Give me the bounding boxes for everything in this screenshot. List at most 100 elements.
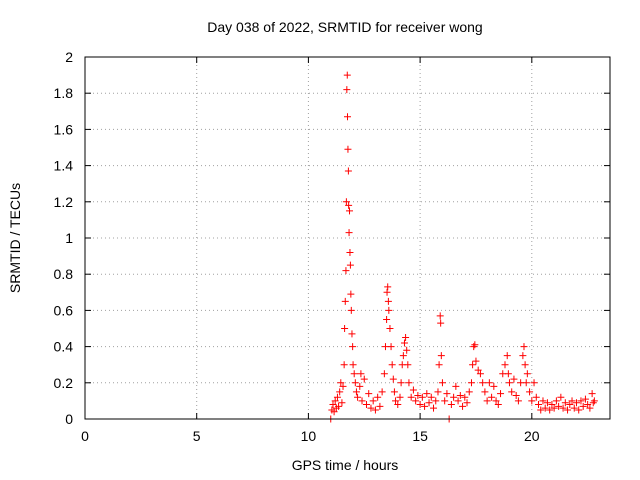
data-point <box>430 404 438 412</box>
data-point <box>452 382 460 390</box>
data-point <box>570 404 578 412</box>
data-point <box>546 406 554 414</box>
data-point <box>402 334 410 342</box>
data-point <box>572 399 580 407</box>
data-point <box>376 402 384 410</box>
y-tick-label: 0.2 <box>54 375 74 391</box>
data-point <box>360 375 368 383</box>
x-tick-label: 10 <box>301 428 317 444</box>
data-point <box>346 261 354 269</box>
data-point <box>412 397 420 405</box>
data-point <box>514 397 522 405</box>
data-point <box>526 388 534 396</box>
data-point <box>378 388 386 396</box>
data-points <box>327 71 598 423</box>
data-point <box>505 379 513 387</box>
data-point <box>385 306 393 314</box>
data-point <box>590 397 598 405</box>
data-point <box>450 393 458 401</box>
y-tick-label: 0.6 <box>54 302 74 318</box>
data-point <box>342 198 350 206</box>
data-point <box>407 393 415 401</box>
y-tick-label: 1 <box>65 230 73 246</box>
data-point <box>362 401 370 409</box>
data-point <box>512 391 520 399</box>
data-point <box>345 229 353 237</box>
data-point <box>390 388 398 396</box>
data-point <box>483 397 491 405</box>
data-point <box>488 393 496 401</box>
data-point <box>555 402 563 410</box>
data-point <box>548 401 556 409</box>
data-point <box>476 370 484 378</box>
data-point <box>470 343 478 351</box>
data-point <box>341 297 349 305</box>
data-point <box>584 401 592 409</box>
data-point <box>348 330 356 338</box>
x-tick-label: 5 <box>193 428 201 444</box>
data-point <box>421 402 429 410</box>
data-point <box>383 288 391 296</box>
y-tick-label: 1.8 <box>54 85 74 101</box>
data-point <box>543 399 551 407</box>
data-point <box>579 402 587 410</box>
data-point <box>354 393 362 401</box>
y-tick-label: 2 <box>65 49 73 65</box>
data-point <box>552 397 560 405</box>
data-point <box>333 393 341 401</box>
data-point <box>474 366 482 374</box>
data-point <box>575 406 583 414</box>
data-point <box>416 401 424 409</box>
data-point <box>409 386 417 394</box>
data-point <box>459 402 467 410</box>
data-point <box>447 401 455 409</box>
data-point <box>399 352 407 360</box>
data-point <box>532 393 540 401</box>
data-point <box>344 167 352 175</box>
data-point <box>472 357 480 365</box>
plot-area-border <box>84 56 611 420</box>
data-point <box>564 406 572 414</box>
data-point <box>522 379 530 387</box>
data-point <box>541 404 549 412</box>
data-point <box>331 397 339 405</box>
data-point <box>389 375 397 383</box>
data-point <box>454 397 462 405</box>
data-point <box>335 402 343 410</box>
data-point <box>349 343 357 351</box>
data-point <box>504 370 512 378</box>
data-point <box>336 388 344 396</box>
data-point <box>343 71 351 79</box>
data-point <box>456 391 464 399</box>
data-point <box>343 86 351 94</box>
data-point <box>349 361 357 369</box>
data-point <box>352 388 360 396</box>
data-point <box>561 399 569 407</box>
data-point <box>425 399 433 407</box>
data-point <box>341 325 349 332</box>
y-tick-label: 0.8 <box>54 266 74 282</box>
data-point <box>400 339 408 347</box>
data-point <box>490 382 498 390</box>
data-point <box>528 397 536 405</box>
data-point <box>384 297 392 305</box>
data-point <box>432 397 440 405</box>
data-point <box>550 404 558 412</box>
data-point <box>387 343 395 351</box>
data-point <box>396 393 404 401</box>
data-point <box>508 388 516 396</box>
data-point <box>497 390 505 398</box>
data-point <box>369 397 377 405</box>
data-point <box>374 393 382 401</box>
data-point <box>501 361 509 369</box>
data-point <box>438 379 446 387</box>
data-point <box>481 388 489 396</box>
data-point <box>383 315 391 323</box>
data-point <box>520 343 528 351</box>
data-point <box>392 397 400 405</box>
data-point <box>394 401 402 409</box>
x-axis-title: GPS time / hours <box>292 457 399 473</box>
data-point <box>443 390 451 398</box>
data-point <box>559 404 567 412</box>
data-point <box>388 361 396 369</box>
